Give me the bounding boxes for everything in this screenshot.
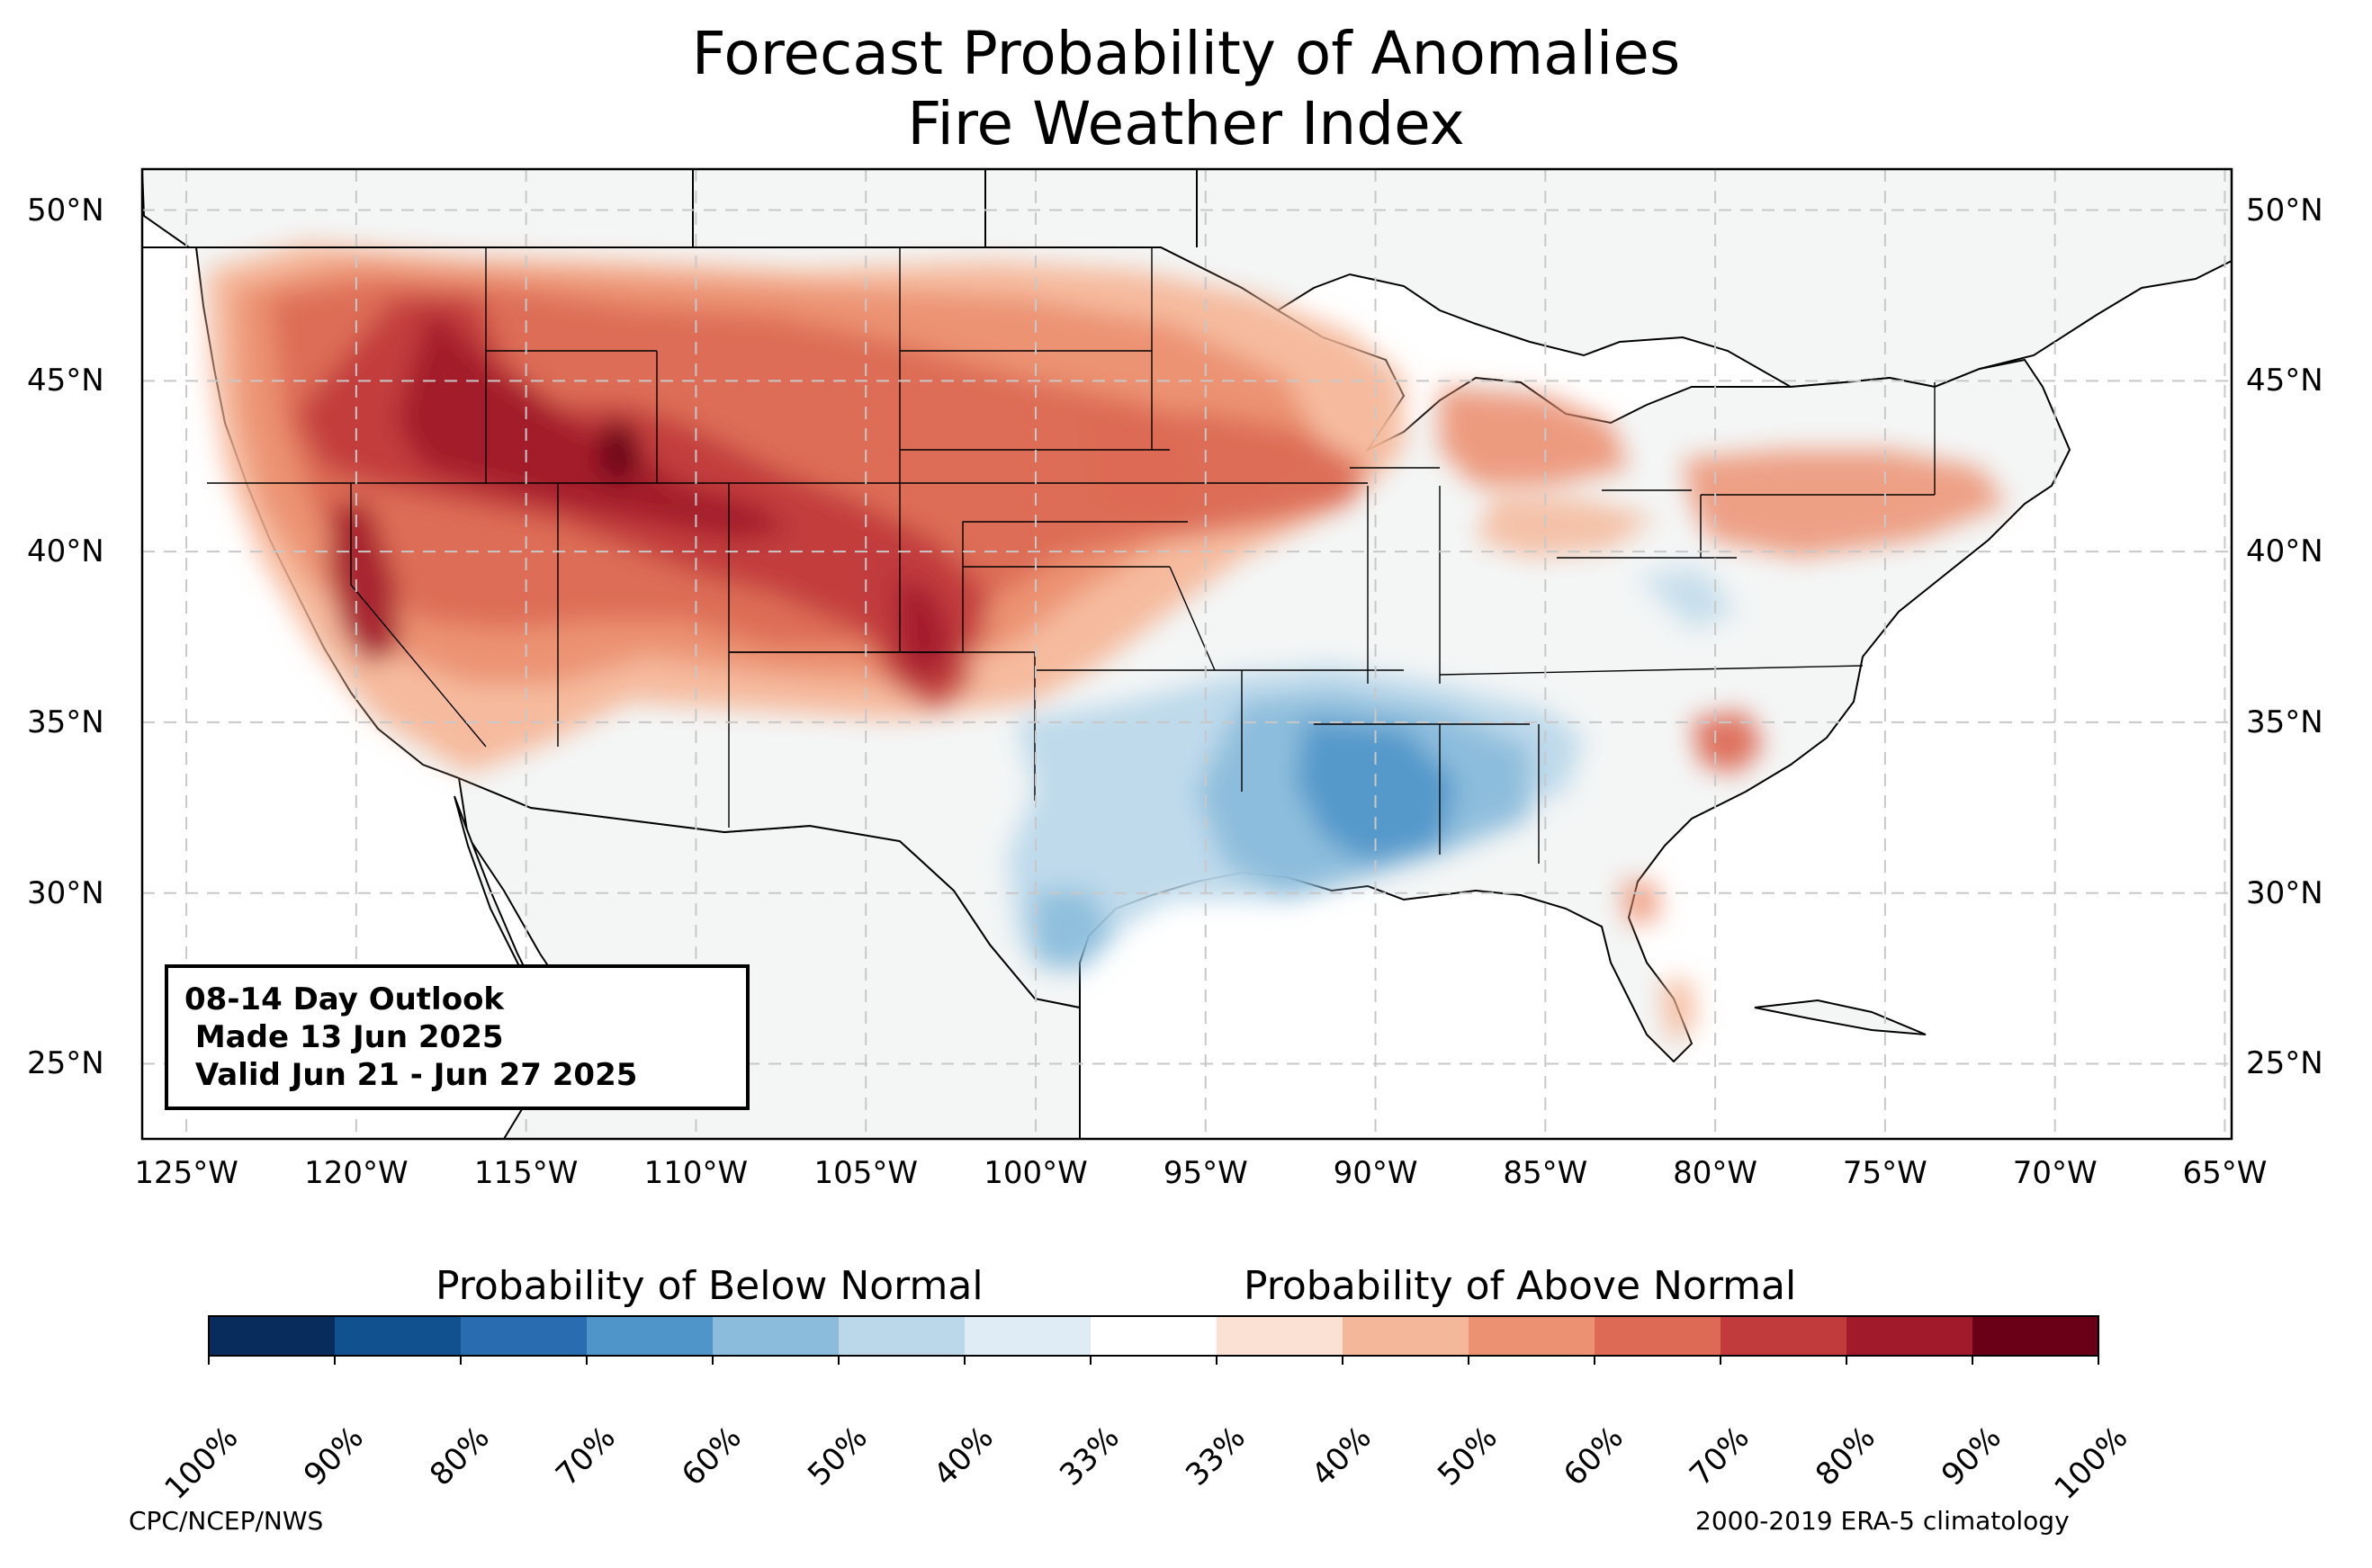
colorbar-frame (208, 1315, 2099, 1357)
lat-label-left: 25°N (27, 1045, 104, 1082)
map-frame (140, 167, 2233, 1141)
outlook-period: 08-14 Day Outlook (184, 981, 505, 1017)
chart-title-line2: Fire Weather Index (907, 89, 1465, 158)
lat-label-right: 25°N (2246, 1045, 2323, 1082)
lon-label: 80°W (1673, 1155, 1758, 1191)
colorbar-swatch (965, 1316, 1092, 1356)
lat-label-left: 45°N (27, 363, 104, 399)
footer-climatology: 2000-2019 ERA-5 climatology (1695, 1506, 2070, 1536)
colorbar-below-label: Probability of Below Normal (436, 1263, 984, 1309)
colorbar-swatch (1595, 1316, 1721, 1356)
colorbar-swatch (1217, 1316, 1343, 1356)
cuba-land (1754, 999, 1927, 1035)
lat-label-right: 35°N (2246, 703, 2323, 740)
lon-label: 85°W (1503, 1155, 1588, 1191)
colorbar-swatch (1091, 1316, 1217, 1356)
lon-label: 65°W (2182, 1155, 2268, 1191)
chart-title-line1: Forecast Probability of Anomalies (691, 19, 1681, 88)
lat-label-left: 35°N (27, 703, 104, 740)
lon-label: 100°W (984, 1155, 1088, 1191)
lat-label-right: 50°N (2246, 192, 2323, 228)
lat-label-right: 30°N (2246, 874, 2323, 911)
anomaly-shading (207, 243, 2007, 1044)
lat-label-left: 30°N (27, 874, 104, 911)
colorbar-swatch (209, 1316, 336, 1356)
colorbar-swatch (1343, 1316, 1469, 1356)
lon-label: 90°W (1333, 1155, 1418, 1191)
footer-source: CPC/NCEP/NWS (129, 1506, 324, 1536)
lat-label-left: 40°N (27, 533, 104, 570)
lat-label-right: 45°N (2246, 363, 2323, 399)
lon-label: 95°W (1163, 1155, 1248, 1191)
colorbar-swatch (839, 1316, 966, 1356)
lat-label-left: 50°N (27, 192, 104, 228)
colorbar-swatch (335, 1316, 462, 1356)
colorbar-swatch (461, 1316, 588, 1356)
outlook-made-date: Made 13 Jun 2025 (184, 1019, 504, 1055)
colorbar-swatch (1972, 1316, 2099, 1356)
colorbar-above-label: Probability of Above Normal (1244, 1263, 1797, 1309)
country-borders (142, 169, 1198, 248)
lon-label: 105°W (813, 1155, 918, 1191)
colorbar (208, 1315, 2099, 1365)
lat-label-right: 40°N (2246, 533, 2323, 570)
lon-label: 120°W (304, 1155, 409, 1191)
colorbar-swatch (1846, 1316, 1973, 1356)
colorbar-swatch (1469, 1316, 1595, 1356)
state-borders (207, 247, 1936, 864)
lon-label: 115°W (473, 1155, 579, 1191)
lon-label: 110°W (643, 1155, 749, 1191)
outlook-info-box: 08-14 Day Outlook Made 13 Jun 2025 Valid… (165, 964, 750, 1110)
lon-label: 125°W (134, 1155, 238, 1191)
colorbar-swatch (713, 1316, 840, 1356)
lon-label: 70°W (2012, 1155, 2098, 1191)
colorbar-swatch (587, 1316, 714, 1356)
outlook-valid-range: Valid Jun 21 - Jun 27 2025 (184, 1057, 638, 1093)
lon-label: 75°W (1842, 1155, 1927, 1191)
colorbar-swatch (1721, 1316, 1847, 1356)
